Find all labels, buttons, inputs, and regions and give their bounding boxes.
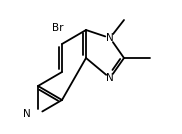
Text: N: N (23, 109, 31, 119)
Text: Br: Br (52, 23, 64, 33)
Text: N: N (106, 73, 114, 83)
Text: N: N (106, 33, 114, 43)
